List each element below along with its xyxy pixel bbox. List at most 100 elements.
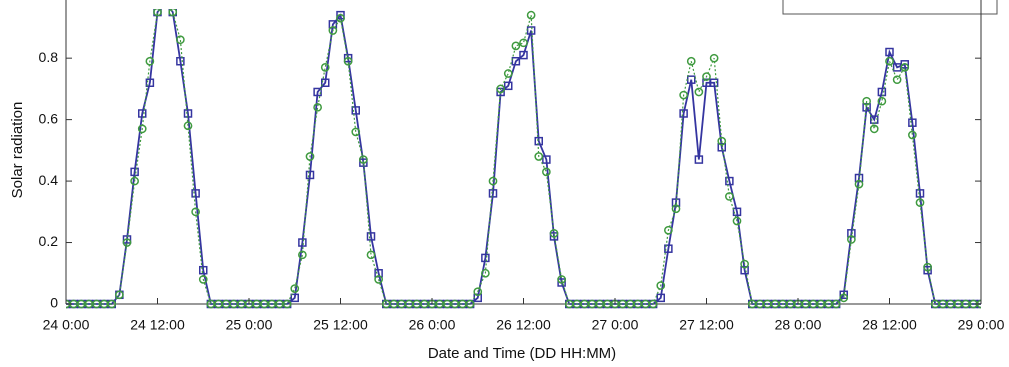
circle-marker: [511, 41, 521, 51]
circle-marker: [503, 69, 513, 78]
square-marker: [328, 20, 338, 29]
circle-marker: [198, 275, 208, 284]
circle-marker: [488, 176, 498, 186]
square-marker: [374, 269, 383, 278]
square-marker: [732, 207, 742, 217]
circle-marker: [313, 102, 322, 112]
circle-marker: [908, 130, 917, 140]
circle-marker: [542, 167, 551, 177]
square-marker: [679, 109, 688, 118]
circle-marker: [732, 216, 742, 226]
plot-area: [66, 0, 981, 309]
circle-marker: [679, 90, 688, 100]
square-marker: [162, 0, 169, 6]
square-marker: [694, 155, 704, 164]
circle-marker: [183, 121, 193, 131]
square-marker: [885, 47, 894, 57]
x-tick-label: 28 12:00: [862, 317, 917, 333]
circle-marker: [702, 72, 711, 81]
square-marker: [504, 81, 513, 91]
circle-marker: [831, 299, 841, 309]
x-tick-label: 25 12:00: [313, 317, 368, 333]
circle-marker: [298, 250, 307, 260]
circle-marker: [481, 268, 490, 278]
circle-marker: [526, 10, 536, 20]
square-marker: [908, 118, 917, 127]
circle-marker: [869, 124, 879, 134]
x-tick-label: 24 12:00: [130, 317, 185, 333]
x-tick-label: 25 0:00: [226, 317, 273, 333]
square-marker: [923, 265, 932, 275]
circle-marker: [145, 56, 155, 66]
circle-marker: [115, 290, 124, 300]
circle-marker: [862, 96, 871, 106]
x-tick-label: 24 0:00: [43, 317, 90, 333]
square-marker: [122, 235, 132, 244]
square-marker: [839, 290, 848, 300]
y-tick-label: 0.6: [39, 110, 59, 126]
circle-marker: [725, 192, 734, 201]
circle-marker: [366, 250, 376, 260]
circle-marker: [900, 63, 910, 72]
square-marker: [717, 143, 726, 152]
x-tick-label: 28 0:00: [775, 317, 822, 333]
square-marker: [542, 155, 551, 164]
circle-marker: [885, 56, 894, 66]
square-marker: [526, 26, 536, 35]
square-marker: [199, 265, 208, 275]
x-tick-label: 29 0:00: [958, 317, 1005, 333]
square-marker: [176, 56, 185, 66]
circle-marker: [122, 238, 132, 247]
circle-marker: [130, 176, 139, 186]
y-tick-label: 0.8: [39, 49, 59, 65]
circle-marker: [664, 225, 673, 235]
square-marker: [138, 109, 147, 118]
square-marker: [511, 56, 521, 66]
square-marker: [191, 189, 200, 198]
circle-marker: [290, 284, 300, 293]
circle-marker: [915, 198, 925, 207]
circle-marker: [740, 259, 749, 269]
circle-marker: [351, 127, 361, 137]
circle-marker: [328, 26, 338, 35]
x-axis-label: Date and Time (DD HH:MM): [428, 345, 616, 362]
square-marker: [336, 10, 345, 20]
circle-marker: [519, 38, 528, 48]
square-marker: [298, 238, 307, 247]
y-tick-label: 0: [50, 295, 58, 311]
x-tick-label: 27 0:00: [592, 317, 639, 333]
circle-marker: [176, 35, 185, 45]
square-marker: [709, 78, 719, 87]
circle-marker: [854, 179, 864, 189]
square-marker: [145, 78, 155, 87]
square-marker: [725, 176, 734, 186]
circle-marker: [153, 9, 162, 17]
y-tick-label: 0.2: [39, 233, 59, 249]
circle-marker: [320, 63, 330, 72]
circle-marker: [305, 152, 315, 161]
square-marker: [534, 136, 543, 146]
square-marker: [915, 189, 925, 198]
circle-marker: [686, 56, 696, 66]
circle-marker: [282, 299, 292, 309]
square-marker: [664, 244, 673, 253]
square-marker: [305, 170, 315, 180]
circle-marker: [343, 56, 353, 66]
circle-marker: [892, 75, 902, 85]
square-marker: [687, 75, 696, 84]
square-marker: [130, 167, 139, 177]
circle-marker: [717, 136, 727, 146]
y-tick-label: 0.4: [39, 172, 59, 188]
square-marker: [870, 115, 879, 124]
circle-marker: [465, 299, 475, 309]
circle-marker: [877, 96, 887, 106]
square-marker: [351, 106, 360, 115]
x-tick-label: 26 12:00: [496, 317, 551, 333]
square-marker: [656, 293, 665, 303]
square-marker: [671, 198, 681, 207]
x-tick-label: 26 0:00: [409, 317, 456, 333]
series-line: [66, 9, 981, 305]
square-marker: [290, 293, 299, 303]
